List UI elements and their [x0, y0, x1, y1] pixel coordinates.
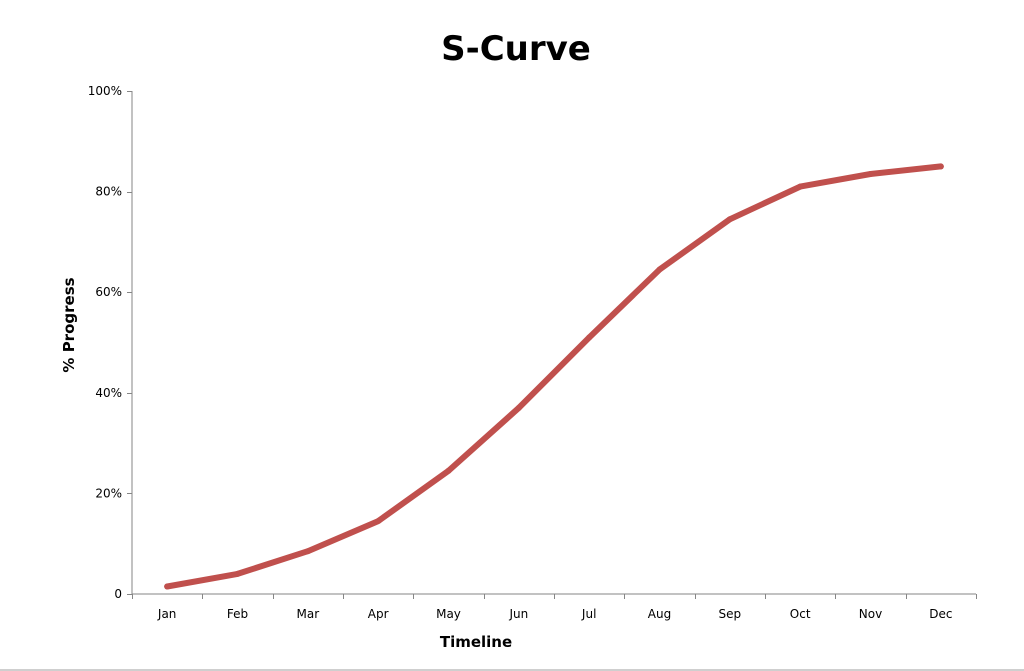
x-tick-label: Jul [581, 607, 596, 621]
series-line [164, 163, 944, 590]
data-point [937, 163, 944, 170]
data-point [375, 518, 382, 525]
x-tick-label: Jun [508, 607, 528, 621]
data-point [867, 170, 874, 177]
x-tick-label: Mar [297, 607, 320, 621]
x-tick-label: Dec [929, 607, 952, 621]
data-point [726, 216, 733, 223]
y-tick-label: 60% [95, 285, 122, 299]
x-tick-label: Oct [790, 607, 811, 621]
y-tick-label: 20% [95, 486, 122, 500]
data-point [515, 404, 522, 411]
y-tick-label: 0 [114, 587, 122, 601]
x-tick-label: Nov [859, 607, 882, 621]
x-axis-title: Timeline [440, 633, 512, 651]
y-tick-label: 40% [95, 386, 122, 400]
data-point [445, 467, 452, 474]
x-tick-label: Apr [368, 607, 389, 621]
x-tick-label: Aug [648, 607, 671, 621]
x-tick-label: May [436, 607, 461, 621]
y-tick-label: 80% [95, 185, 122, 199]
series-layer [164, 163, 944, 590]
x-tick-label: Jan [157, 607, 177, 621]
x-tick-label: Sep [719, 607, 742, 621]
y-ticks: 0 20% 40% 60% 80% 100% [88, 84, 132, 601]
y-tick-label: 100% [88, 84, 122, 98]
data-point [164, 583, 171, 590]
axes [131, 91, 976, 595]
bottom-divider [0, 669, 1024, 671]
data-point [234, 570, 241, 577]
data-point [586, 334, 593, 341]
data-point [304, 548, 311, 555]
x-tick-label: Feb [227, 607, 248, 621]
chart-title: S-Curve [441, 29, 591, 69]
data-point [797, 183, 804, 190]
y-axis-title: % Progress [60, 277, 78, 372]
x-ticks: Jan Feb Mar Apr May Jun Jul Aug Sep Oct Nov Dec [132, 594, 977, 621]
data-point [656, 266, 663, 273]
